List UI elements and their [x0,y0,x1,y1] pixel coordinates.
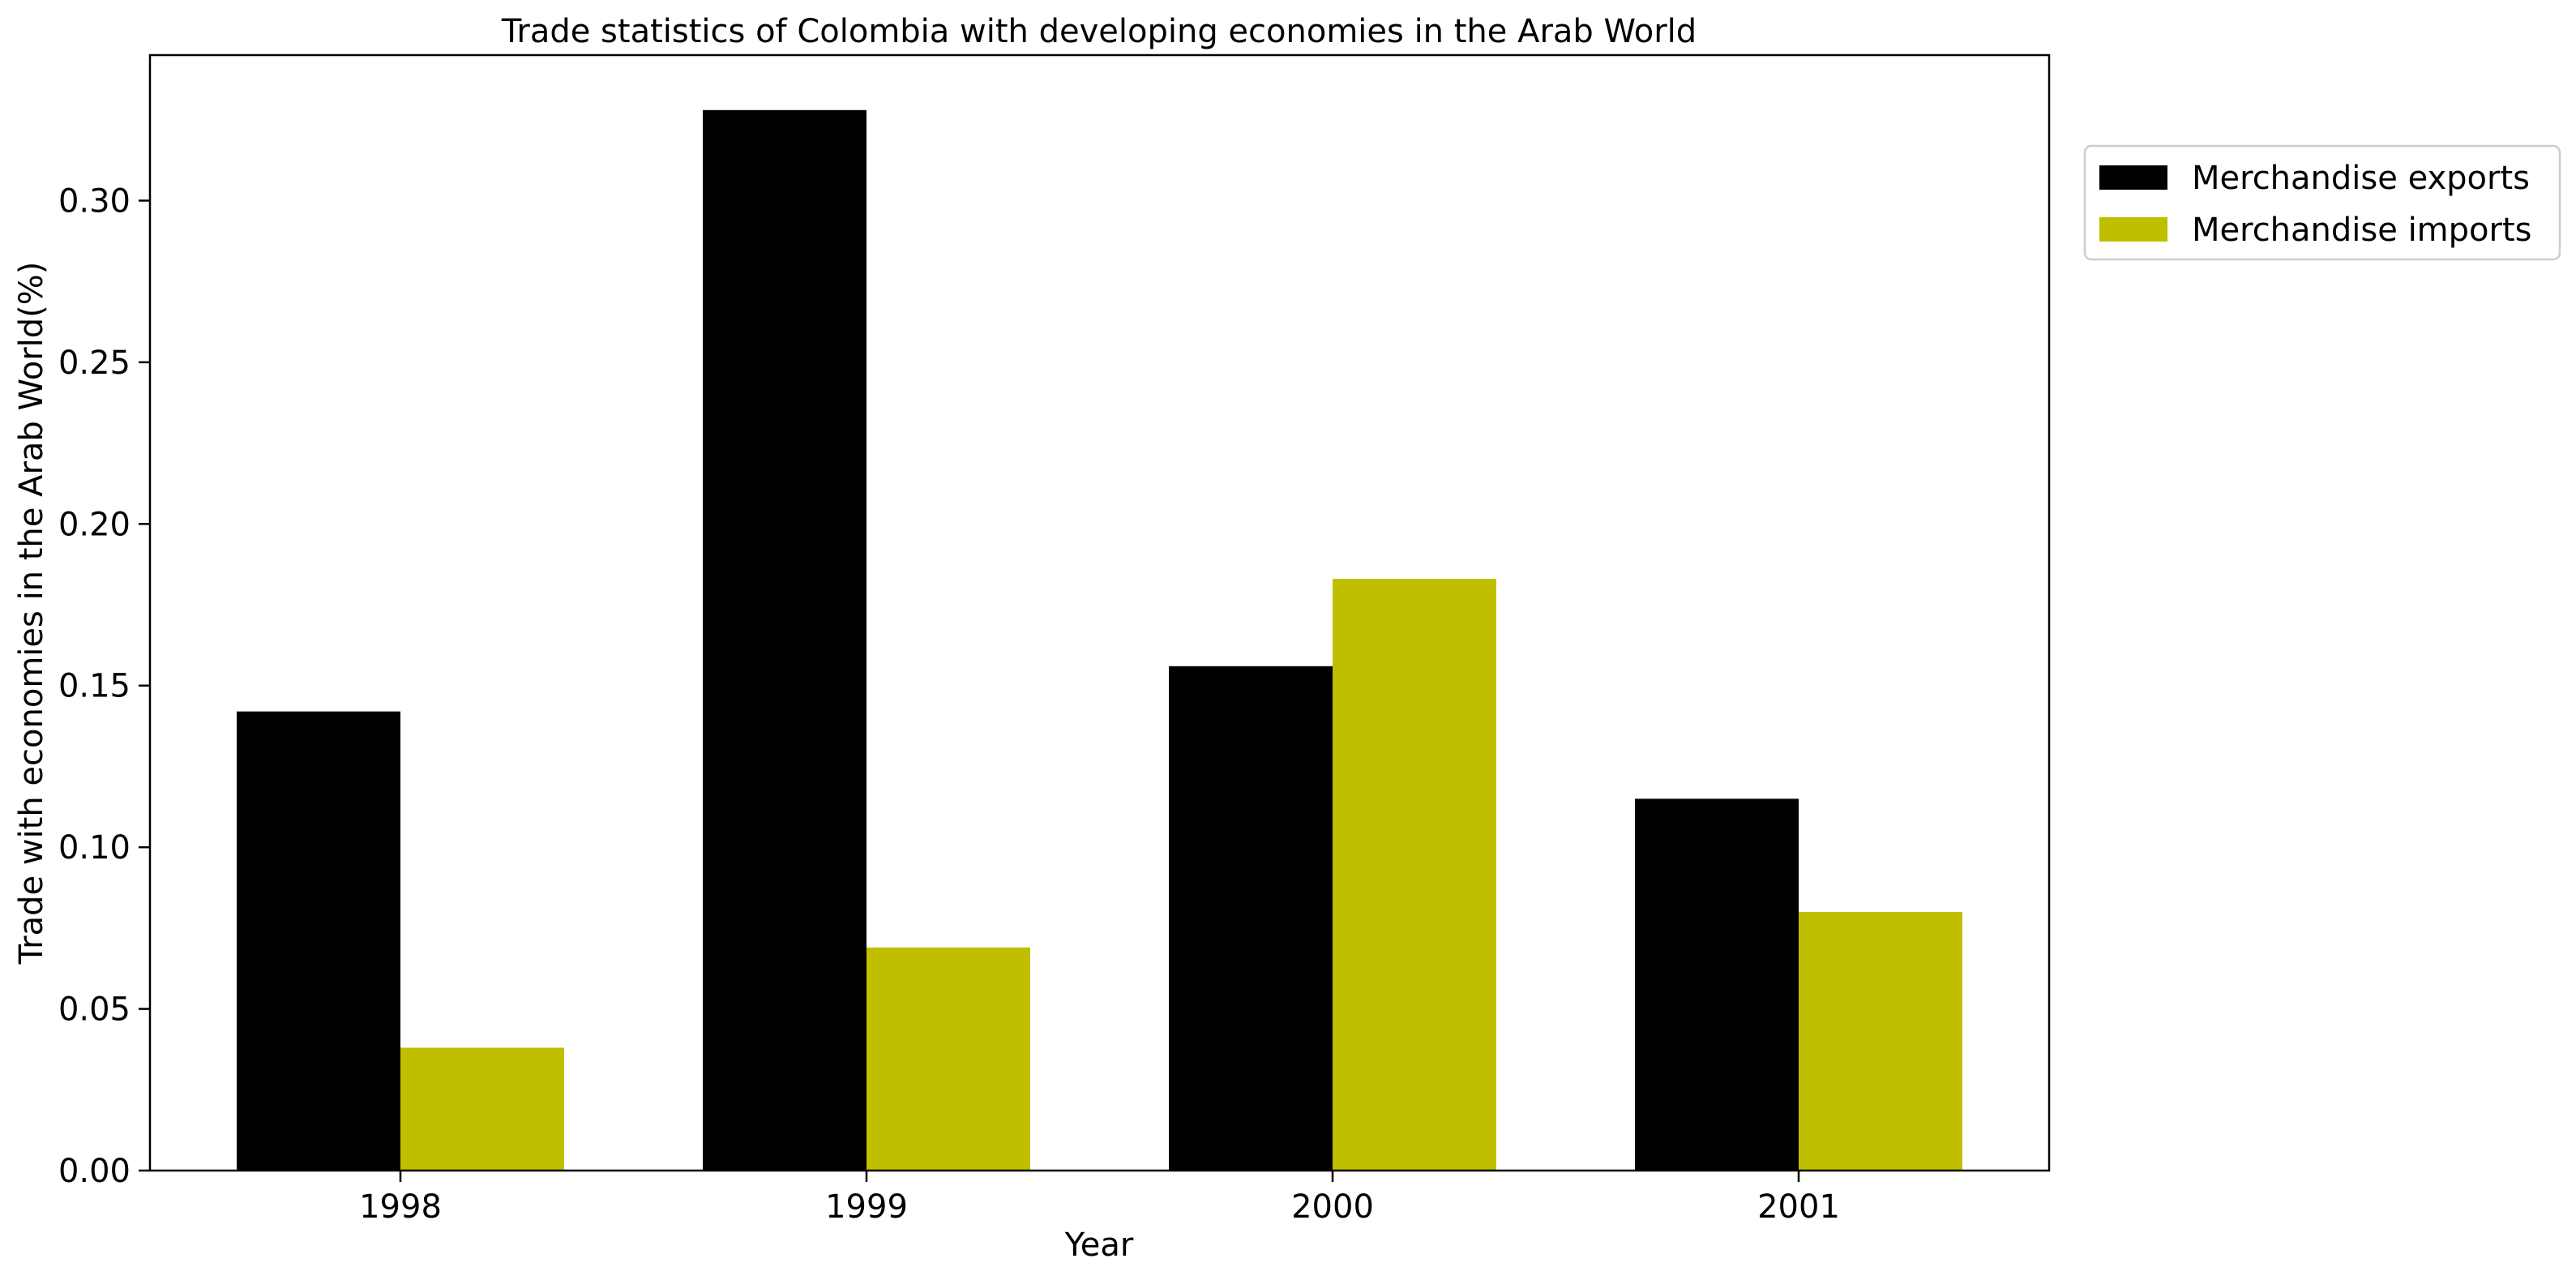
bar-imports-2001 [1799,911,1962,1171]
chart-title: Trade statistics of Colombia with develo… [501,13,1697,50]
x-tick-label: 2001 [1757,1188,1840,1226]
legend-box [2083,144,2561,261]
y-tick-label: 0.25 [58,345,131,382]
y-tick-label: 0.20 [58,506,131,543]
y-tick-label: 0.05 [58,991,131,1029]
x-axis: 1998 1999 2000 2001 [359,1171,1840,1226]
legend: Merchandise exports Merchandise imports [2083,144,2561,261]
bar-imports-1999 [867,947,1030,1171]
bar-exports-2001 [1635,798,1799,1171]
y-tick-label: 0.00 [58,1153,131,1190]
legend-swatch-imports [2099,217,2167,242]
y-axis-label: Trade with economies in the Arab World(%… [13,262,50,965]
legend-swatch-exports [2099,165,2167,190]
y-tick-label: 0.15 [58,668,131,705]
bar-exports-2000 [1169,666,1333,1171]
bars-layer [237,109,1962,1171]
bar-imports-2000 [1333,579,1496,1171]
legend-label-imports: Merchandise imports [2192,212,2531,249]
x-tick-label: 1999 [825,1188,908,1226]
bar-exports-1999 [703,109,867,1171]
x-axis-label: Year [1064,1226,1134,1264]
y-axis: 0.00 0.05 0.10 0.15 0.20 0.25 0.30 [58,182,150,1190]
x-tick-label: 1998 [359,1188,442,1226]
bar-imports-1998 [400,1047,564,1171]
bar-exports-1998 [237,711,400,1171]
plot-area-frame [148,54,2051,1172]
y-tick-label: 0.10 [58,829,131,867]
legend-label-exports: Merchandise exports [2192,160,2530,197]
x-tick-label: 2000 [1291,1188,1374,1226]
y-tick-label: 0.30 [58,182,131,220]
